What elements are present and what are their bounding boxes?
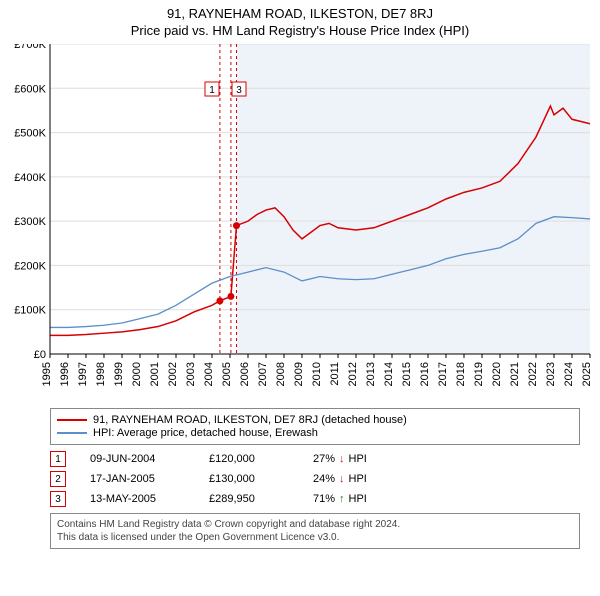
svg-text:1996: 1996 (59, 362, 71, 386)
attribution-footer: Contains HM Land Registry data © Crown c… (50, 513, 580, 549)
svg-text:2006: 2006 (239, 362, 251, 386)
svg-text:1999: 1999 (113, 362, 125, 386)
svg-text:1995: 1995 (41, 362, 53, 386)
transactions-table: 1 09-JUN-2004 £120,000 27% ↓ HPI 2 17-JA… (50, 451, 580, 507)
svg-text:2002: 2002 (167, 362, 179, 386)
transaction-date: 17-JAN-2005 (90, 473, 185, 485)
svg-text:2023: 2023 (545, 362, 557, 386)
legend-item-property: 91, RAYNEHAM ROAD, ILKESTON, DE7 8RJ (de… (57, 414, 573, 426)
svg-text:2001: 2001 (149, 362, 161, 386)
svg-text:£200K: £200K (14, 260, 46, 272)
legend-item-hpi: HPI: Average price, detached house, Erew… (57, 427, 573, 439)
chart-title-subtitle: Price paid vs. HM Land Registry's House … (0, 23, 600, 38)
svg-text:2003: 2003 (185, 362, 197, 386)
transaction-price: £289,950 (209, 493, 289, 505)
svg-text:2024: 2024 (563, 362, 575, 386)
svg-text:2000: 2000 (131, 362, 143, 386)
svg-text:2016: 2016 (419, 362, 431, 386)
svg-text:3: 3 (236, 85, 242, 96)
transaction-pct: 71% ↑ HPI (313, 493, 367, 505)
svg-text:2019: 2019 (473, 362, 485, 386)
chart-area: £0 £100K £200K £300K £400K £500K £600K £700K 1 3 1… (0, 44, 600, 402)
transaction-pct: 27% ↓ HPI (313, 453, 367, 465)
price-chart-svg: £0 £100K £200K £300K £400K £500K £600K £700K 1 3 1… (0, 44, 600, 402)
arrow-down-icon: ↓ (339, 453, 345, 465)
legend-swatch-hpi (57, 432, 87, 434)
svg-text:1998: 1998 (95, 362, 107, 386)
arrow-down-icon: ↓ (339, 473, 345, 485)
svg-text:2005: 2005 (221, 362, 233, 386)
svg-text:£100K: £100K (14, 305, 46, 317)
transaction-date: 13-MAY-2005 (90, 493, 185, 505)
svg-text:2014: 2014 (383, 362, 395, 386)
svg-text:2025: 2025 (581, 362, 593, 386)
table-row: 1 09-JUN-2004 £120,000 27% ↓ HPI (50, 451, 580, 467)
svg-text:2008: 2008 (275, 362, 287, 386)
svg-text:£300K: £300K (14, 216, 46, 228)
svg-text:2007: 2007 (257, 362, 269, 386)
transaction-price: £120,000 (209, 453, 289, 465)
transaction-price: £130,000 (209, 473, 289, 485)
transaction-badge: 3 (50, 491, 66, 507)
svg-text:2017: 2017 (437, 362, 449, 386)
svg-text:2015: 2015 (401, 362, 413, 386)
legend-label-hpi: HPI: Average price, detached house, Erew… (93, 427, 318, 439)
svg-text:2021: 2021 (509, 362, 521, 386)
table-row: 2 17-JAN-2005 £130,000 24% ↓ HPI (50, 471, 580, 487)
svg-text:2018: 2018 (455, 362, 467, 386)
svg-text:2009: 2009 (293, 362, 305, 386)
legend-swatch-property (57, 419, 87, 421)
svg-text:£0: £0 (34, 349, 46, 361)
footer-line-2: This data is licensed under the Open Gov… (57, 531, 573, 544)
svg-text:£600K: £600K (14, 83, 46, 95)
transaction-pct: 24% ↓ HPI (313, 473, 367, 485)
svg-text:1997: 1997 (77, 362, 89, 386)
svg-text:2010: 2010 (311, 362, 323, 386)
transaction-date: 09-JUN-2004 (90, 453, 185, 465)
svg-text:2012: 2012 (347, 362, 359, 386)
svg-text:2022: 2022 (527, 362, 539, 386)
legend-label-property: 91, RAYNEHAM ROAD, ILKESTON, DE7 8RJ (de… (93, 414, 407, 426)
footer-line-1: Contains HM Land Registry data © Crown c… (57, 518, 573, 531)
transaction-badge: 2 (50, 471, 66, 487)
chart-title-address: 91, RAYNEHAM ROAD, ILKESTON, DE7 8RJ (0, 6, 600, 21)
arrow-up-icon: ↑ (339, 493, 345, 505)
transaction-badge: 1 (50, 451, 66, 467)
svg-text:2004: 2004 (203, 362, 215, 386)
svg-text:2013: 2013 (365, 362, 377, 386)
svg-text:£400K: £400K (14, 172, 46, 184)
svg-text:2011: 2011 (329, 362, 341, 386)
table-row: 3 13-MAY-2005 £289,950 71% ↑ HPI (50, 491, 580, 507)
svg-text:1: 1 (209, 85, 215, 96)
svg-text:£500K: £500K (14, 128, 46, 140)
svg-text:£700K: £700K (14, 44, 46, 51)
legend: 91, RAYNEHAM ROAD, ILKESTON, DE7 8RJ (de… (50, 408, 580, 445)
svg-text:2020: 2020 (491, 362, 503, 386)
